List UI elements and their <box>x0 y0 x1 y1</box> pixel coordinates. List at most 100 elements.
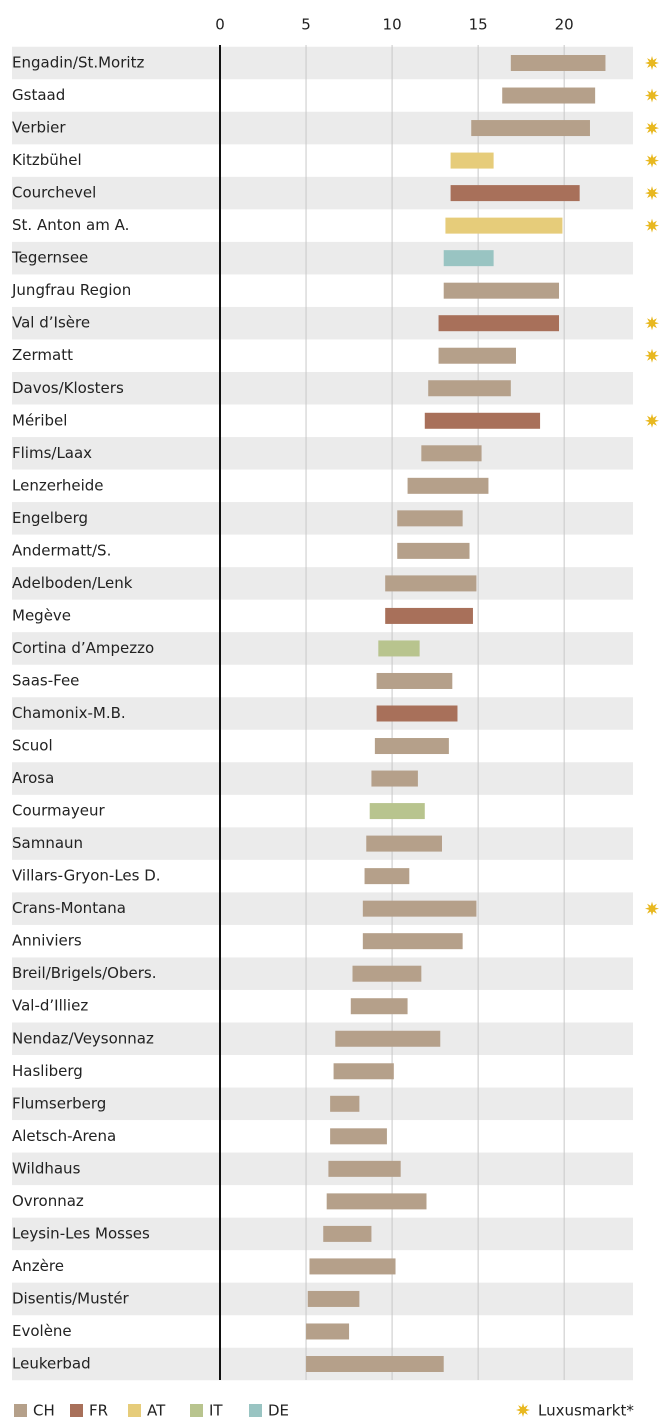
range-bar <box>502 87 596 104</box>
row-shade <box>12 632 633 665</box>
category-label: Leysin-Les Mosses <box>12 1224 150 1242</box>
category-label: Flumserberg <box>12 1094 106 1112</box>
category-label: Val d’Isère <box>12 314 90 332</box>
range-bar <box>385 575 477 592</box>
legend-swatch <box>190 1404 203 1417</box>
category-label: St. Anton am A. <box>12 216 129 234</box>
legend-swatch <box>70 1404 83 1417</box>
category-label: Wildhaus <box>12 1159 81 1177</box>
luxury-star <box>645 218 659 233</box>
category-label: Anniviers <box>12 932 82 950</box>
x-tick-label: 10 <box>383 16 402 34</box>
legend-label: AT <box>147 1402 166 1418</box>
category-label: Tegernsee <box>11 249 88 267</box>
range-bar <box>330 1128 387 1145</box>
category-label: Engadin/St.Moritz <box>12 54 144 72</box>
row-shade <box>12 1022 633 1056</box>
range-bar <box>306 1323 350 1340</box>
range-bar <box>378 640 420 657</box>
category-label: Cortina d’Ampezzo <box>12 639 154 657</box>
luxury-star <box>645 413 659 428</box>
range-bar <box>443 250 494 267</box>
row-shade <box>12 502 633 535</box>
category-label: Davos/Klosters <box>12 379 124 397</box>
range-bar <box>428 380 511 397</box>
range-bar <box>471 120 590 137</box>
range-bar <box>424 412 541 429</box>
category-label: Engelberg <box>12 509 88 527</box>
category-label: Arosa <box>12 769 54 787</box>
range-bar <box>407 477 489 494</box>
category-label: Andermatt/S. <box>12 541 111 559</box>
category-label: Hasliberg <box>12 1062 83 1080</box>
range-bar <box>350 998 408 1015</box>
range-bar <box>376 705 458 722</box>
category-label: Nendaz/Veysonnaz <box>12 1029 154 1047</box>
range-bar <box>307 1290 360 1307</box>
range-bar <box>362 900 477 917</box>
category-label: Courmayeur <box>12 802 105 820</box>
category-label: Jungfrau Region <box>11 281 131 299</box>
row-shade <box>12 371 633 405</box>
range-bar <box>328 1160 401 1177</box>
category-label: Crans-Montana <box>12 899 126 917</box>
x-tick-label: 20 <box>555 16 574 34</box>
range-bar <box>443 282 560 299</box>
x-tick-label: 5 <box>301 16 311 34</box>
luxury-star <box>645 316 659 331</box>
row-shade <box>12 762 633 795</box>
category-label: Saas-Fee <box>12 671 79 689</box>
range-bar <box>323 1225 372 1242</box>
range-bar <box>352 965 422 982</box>
range-bar <box>397 542 470 559</box>
row-shade <box>12 567 633 600</box>
range-bar <box>306 1356 444 1372</box>
category-label: Aletsch-Arena <box>12 1127 116 1145</box>
range-bar <box>510 55 606 71</box>
range-bar <box>362 933 463 950</box>
category-label: Disentis/Mustér <box>12 1289 130 1307</box>
row-shade <box>12 892 633 925</box>
range-bar <box>369 803 425 820</box>
category-label: Breil/Brigels/Obers. <box>12 964 156 982</box>
row-shade <box>12 1152 633 1186</box>
range-bar <box>335 1030 441 1047</box>
row-shade <box>12 437 633 470</box>
range-bar <box>371 770 418 787</box>
range-bar <box>364 868 410 885</box>
range-bar <box>330 1095 360 1112</box>
row-shade <box>12 1087 633 1121</box>
luxury-star <box>645 88 659 103</box>
row-shade <box>12 827 633 860</box>
legend-label: IT <box>209 1402 223 1418</box>
category-label: Val-d’Illiez <box>12 997 88 1015</box>
legend-label: CH <box>33 1402 55 1418</box>
category-label: Lenzerheide <box>12 476 104 494</box>
luxury-star <box>516 1403 530 1417</box>
row-shade <box>12 957 633 990</box>
range-bar <box>376 672 453 689</box>
category-label: Zermatt <box>12 346 73 364</box>
category-label: Samnaun <box>12 834 83 852</box>
range-bar <box>450 152 494 169</box>
category-label: Flims/Laax <box>12 444 92 462</box>
range-bar <box>333 1063 394 1080</box>
category-label: Courchevel <box>12 184 96 202</box>
range-bar <box>438 315 560 332</box>
range-bar <box>385 607 473 624</box>
range-bar <box>309 1258 396 1275</box>
legend-label: Luxusmarkt* <box>538 1402 634 1418</box>
category-label: Adelboden/Lenk <box>12 574 133 592</box>
range-bar <box>374 738 449 755</box>
category-label: Leukerbad <box>12 1355 91 1373</box>
legend-swatch <box>128 1404 141 1417</box>
category-label: Scuol <box>12 737 53 755</box>
legend-swatch <box>14 1404 27 1417</box>
luxury-star <box>645 186 659 201</box>
category-label: Chamonix-M.B. <box>12 704 126 722</box>
legend-swatch <box>249 1404 262 1417</box>
range-bar <box>450 185 580 202</box>
legend-label: DE <box>268 1402 289 1418</box>
row-shade <box>12 697 633 730</box>
